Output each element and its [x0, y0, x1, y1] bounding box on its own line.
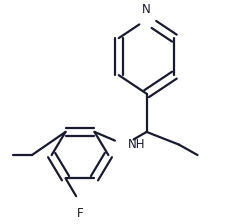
Text: NH: NH: [128, 138, 145, 151]
Text: N: N: [142, 3, 150, 16]
Text: F: F: [77, 207, 83, 220]
